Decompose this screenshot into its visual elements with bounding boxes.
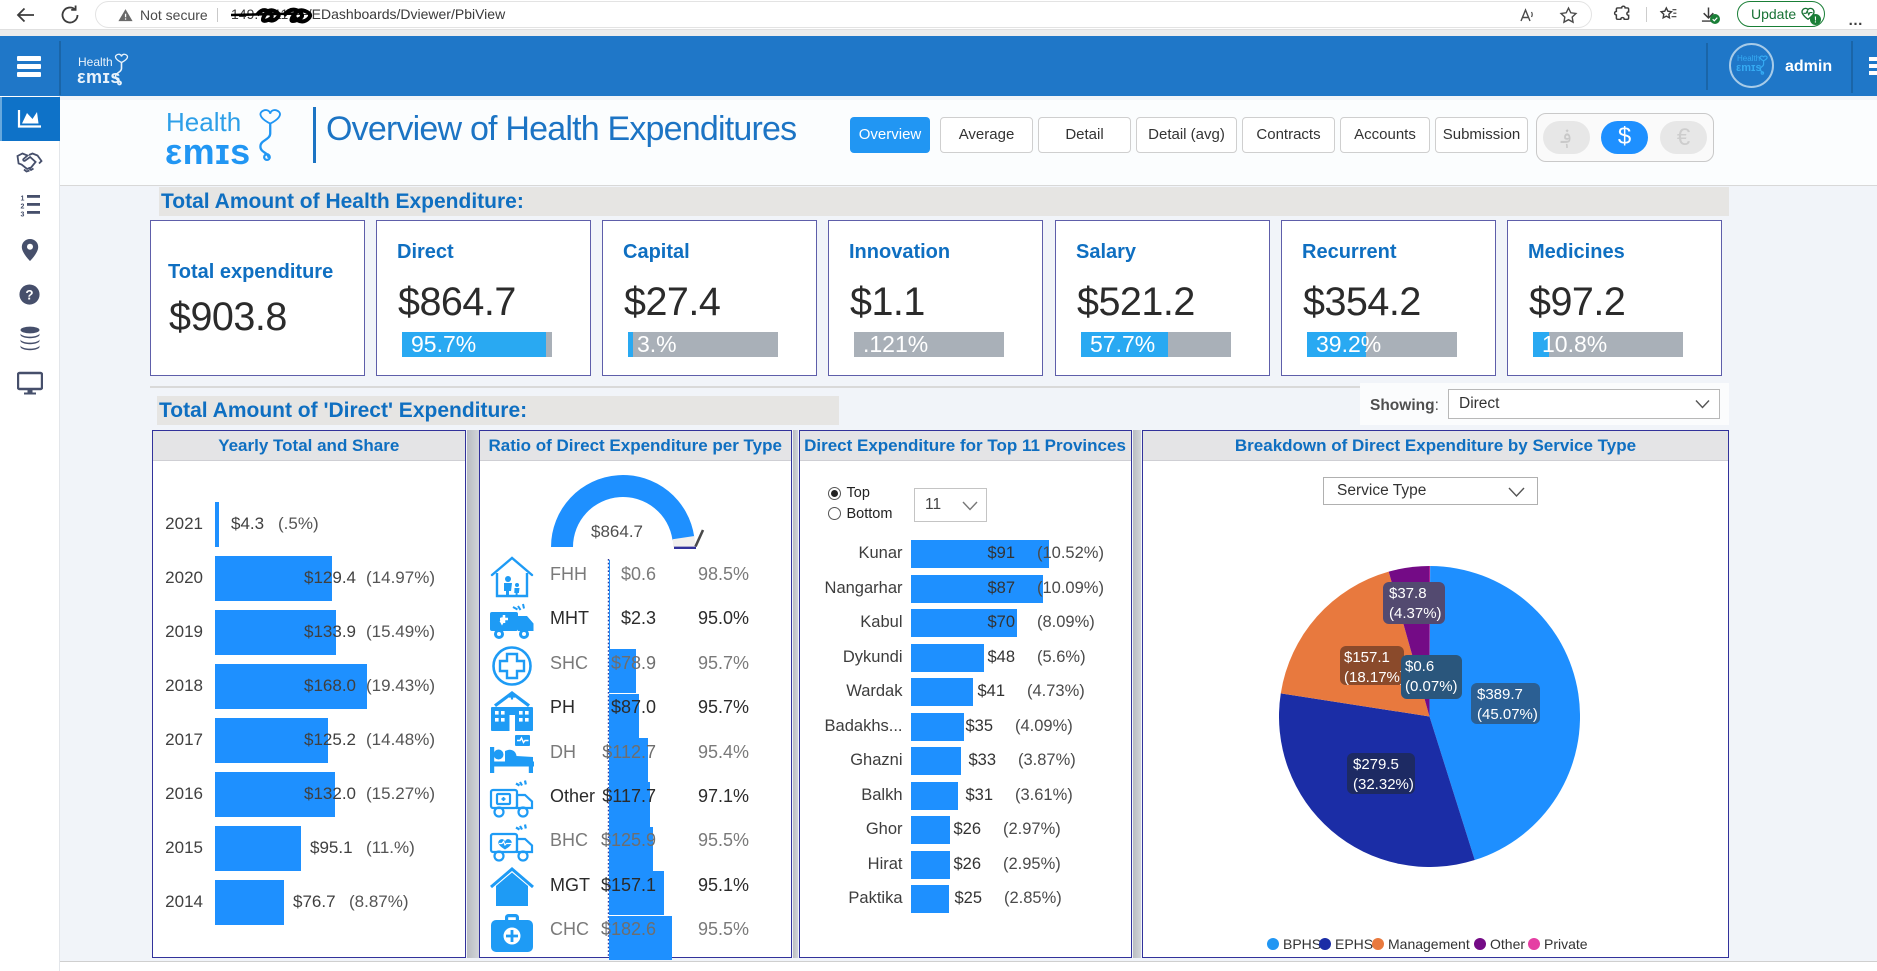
svg-text:2: 2	[21, 204, 25, 211]
svg-text:?: ?	[25, 287, 33, 302]
svg-text:!: !	[1814, 15, 1817, 24]
svg-text:3: 3	[21, 212, 25, 218]
svg-text:1: 1	[21, 196, 25, 203]
